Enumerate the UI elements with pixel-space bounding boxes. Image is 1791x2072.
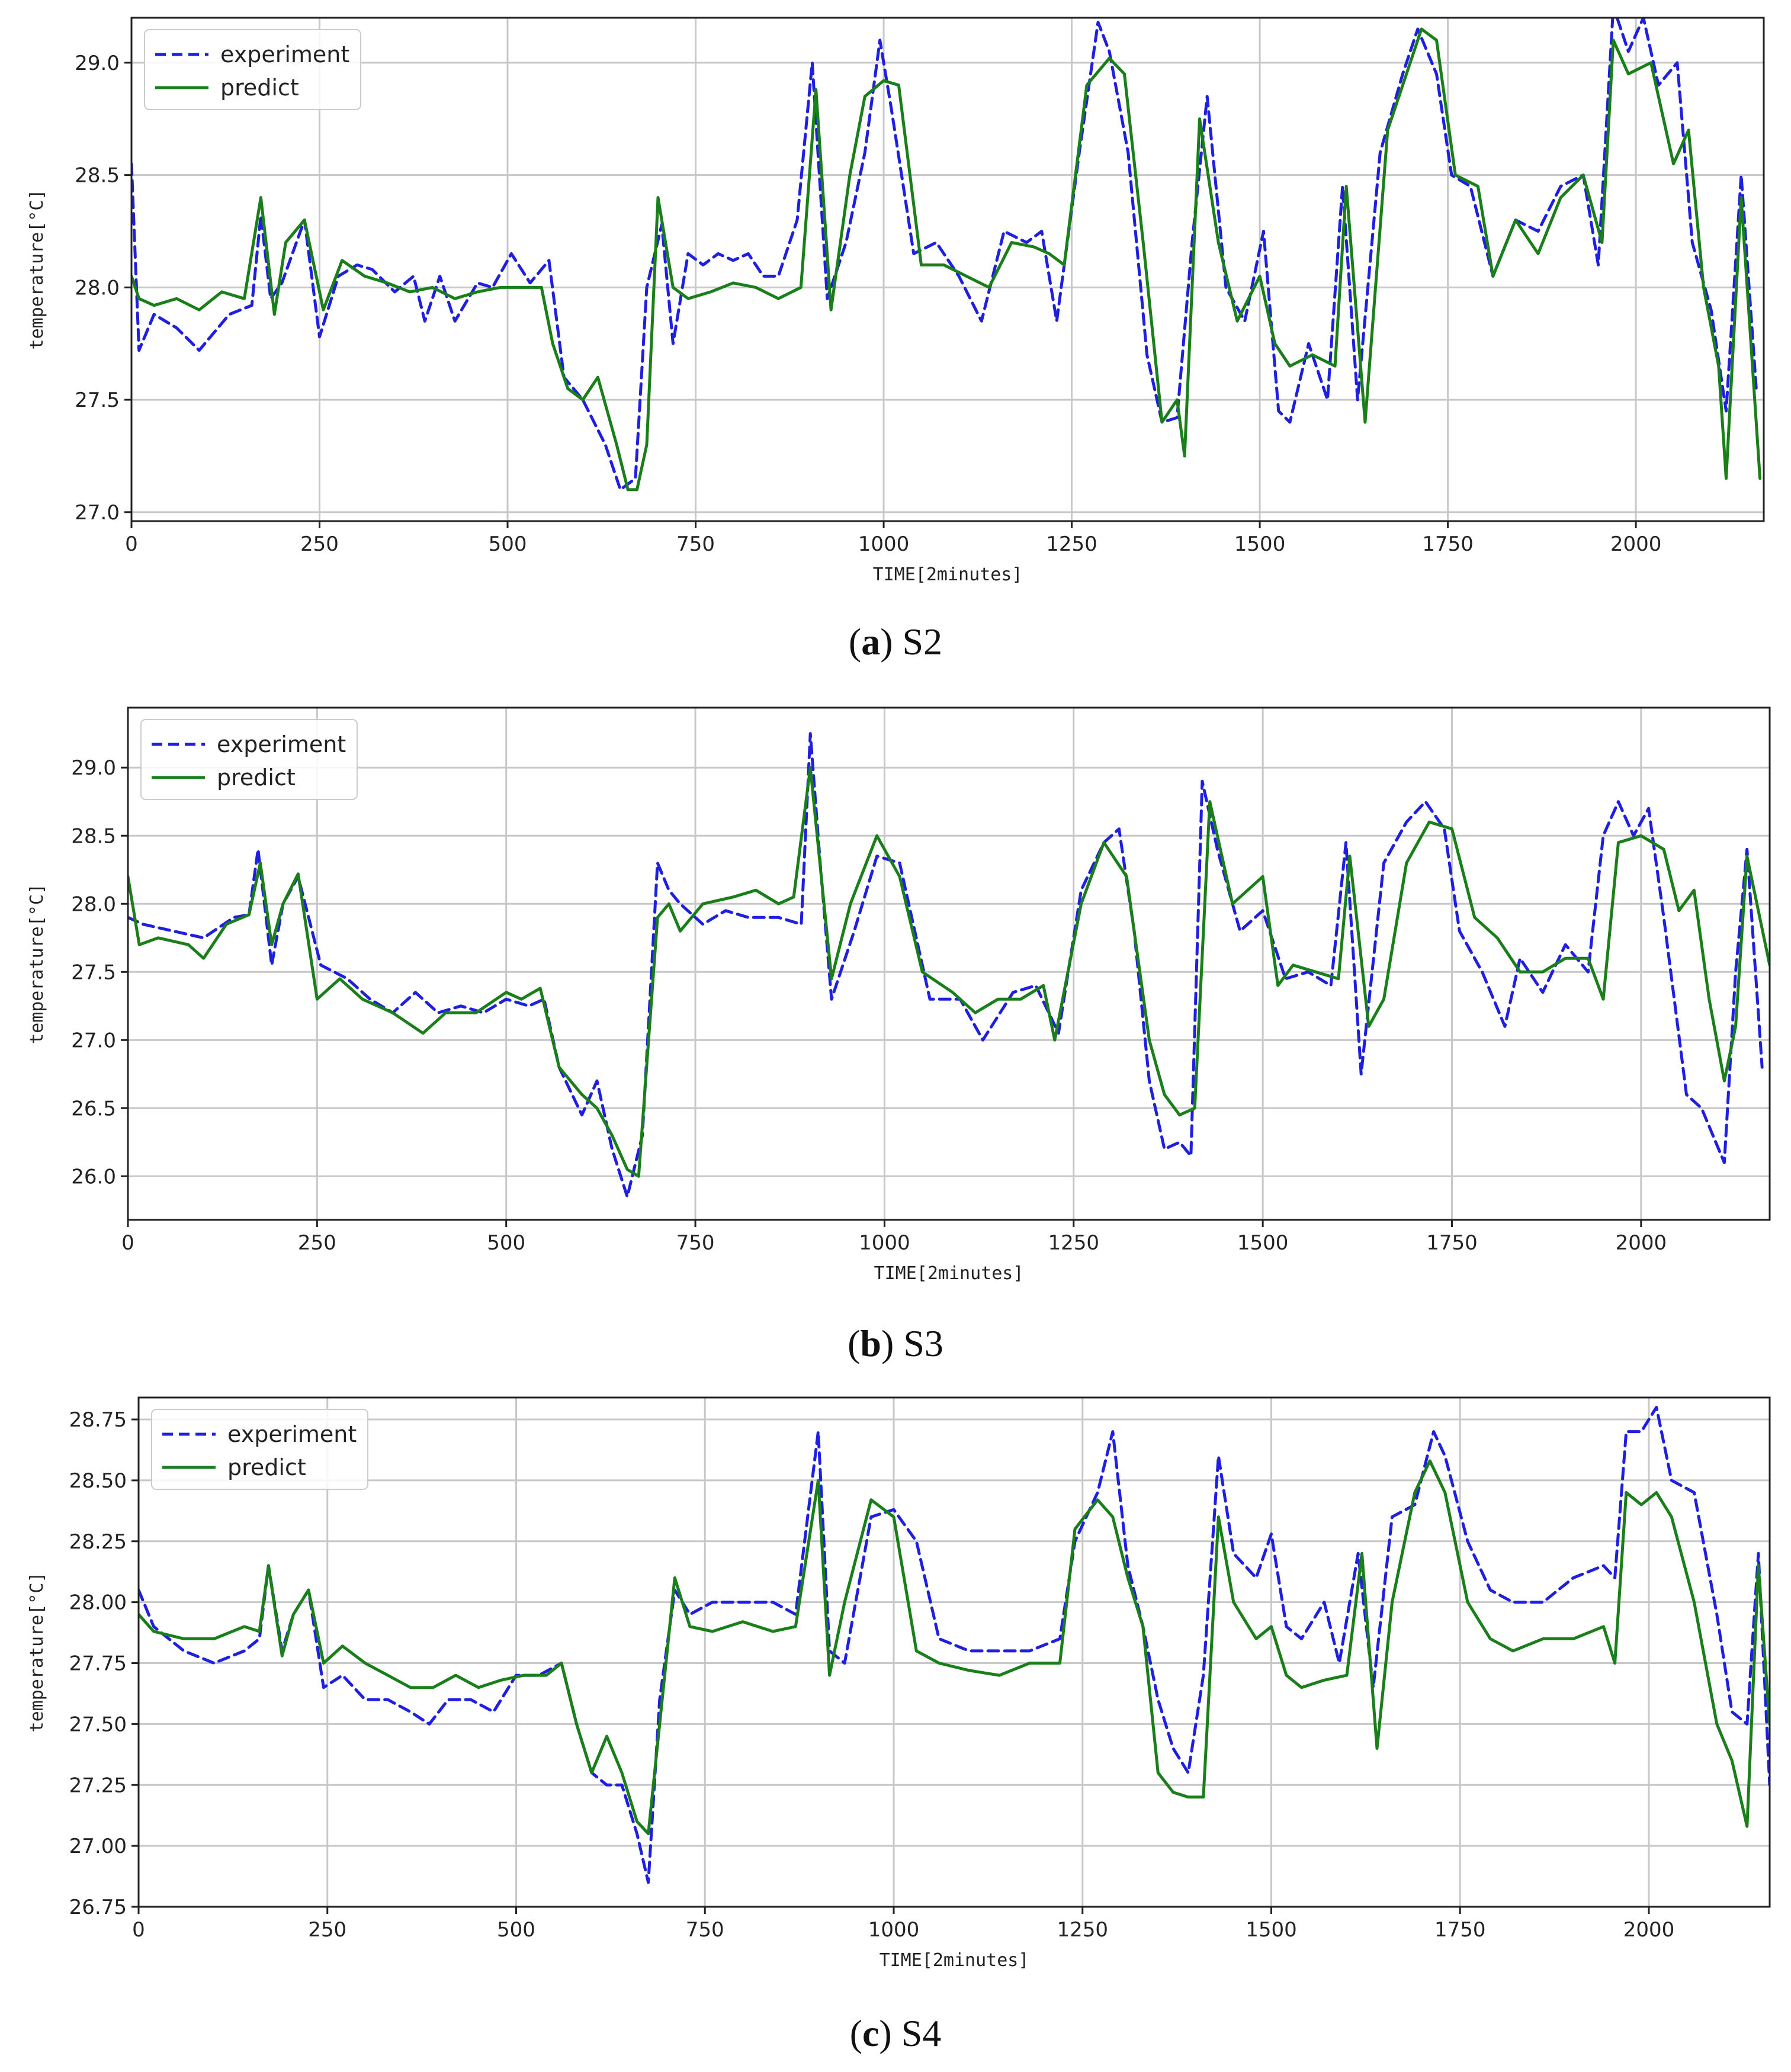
x-tick-label: 750	[686, 1918, 724, 1942]
caption-paren-open: (	[848, 1322, 860, 1364]
y-tick-label: 27.5	[71, 960, 116, 984]
x-tick-label: 1000	[859, 1231, 910, 1255]
y-axis-title: temperature[°C]	[27, 1572, 47, 1733]
y-tick-label: 29.0	[71, 756, 116, 780]
caption-letter: a	[861, 621, 880, 663]
y-tick-label: 28.00	[69, 1591, 127, 1615]
x-tick-label: 1000	[868, 1918, 920, 1942]
chart-panel-c: 0 250 500 750 1000 1250 1500 1750 2000 26.75 27.00…	[27, 1396, 1771, 2054]
x-tick-label: 1250	[1048, 1231, 1100, 1255]
plot-frame	[137, 1396, 1771, 1908]
x-tick-label: 1000	[858, 532, 910, 556]
x-tick-label: 0	[125, 532, 138, 556]
x-tick-label: 500	[487, 1231, 525, 1255]
legend-label-experiment: experiment	[227, 1421, 357, 1447]
caption-text: S3	[903, 1322, 943, 1364]
x-tick-label: 250	[308, 1918, 346, 1942]
x-tick-label: 1250	[1046, 532, 1097, 556]
chart-panel-a: 0 250 500 750 1000 1250 1500 1750 2000 27.0 27.5 28…	[27, 17, 1765, 663]
y-tick-label: 28.0	[71, 892, 116, 916]
x-tick-label: 1500	[1246, 1918, 1297, 1942]
y-tick-label: 27.0	[71, 1029, 116, 1052]
caption-letter: c	[862, 2012, 879, 2054]
series-line-predict	[128, 766, 1770, 1178]
legend-box	[151, 1409, 368, 1490]
legend-label-predict: predict	[220, 75, 299, 101]
series-line-experiment	[131, 18, 1758, 492]
legend-label-predict: predict	[217, 764, 296, 791]
y-tick-label: 28.75	[69, 1408, 127, 1432]
plot-frame	[127, 706, 1771, 1221]
x-tick-label: 1500	[1234, 532, 1286, 556]
x-tick-label: 1250	[1057, 1918, 1108, 1942]
x-tick-label: 1750	[1434, 1918, 1486, 1942]
caption-paren-open: (	[849, 621, 861, 663]
y-tick-label: 27.00	[69, 1835, 127, 1858]
y-tick-label: 28.0	[75, 276, 120, 300]
caption-paren-close: )	[881, 1322, 903, 1364]
y-tick-label: 28.50	[69, 1469, 127, 1493]
x-tick-label: 250	[300, 532, 339, 556]
x-tick-label: 750	[676, 532, 715, 556]
x-tick-label: 0	[121, 1231, 134, 1255]
y-tick-label: 29.0	[75, 52, 120, 75]
y-tick-label: 27.50	[69, 1713, 127, 1736]
y-tick-label: 28.5	[71, 824, 116, 848]
x-tick-label: 2000	[1610, 532, 1662, 556]
panel-caption: (a) S2	[849, 621, 942, 663]
legend-box	[140, 719, 358, 800]
y-tick-label: 26.0	[71, 1165, 116, 1188]
chart-panel-b: 0 250 500 750 1000 1250 1500 1750 2000 26.0 26.5 27…	[27, 706, 1771, 1364]
series-line-experiment	[139, 1406, 1770, 1884]
x-tick-label: 1500	[1237, 1231, 1289, 1255]
y-tick-label: 28.25	[69, 1530, 127, 1554]
panel-caption: (c) S4	[850, 2012, 942, 2054]
x-tick-label: 1750	[1426, 1231, 1478, 1255]
y-tick-label: 26.5	[71, 1097, 116, 1120]
x-tick-label: 500	[489, 532, 527, 556]
x-tick-label: 500	[497, 1918, 535, 1942]
x-tick-label: 750	[676, 1231, 715, 1255]
y-tick-label: 27.75	[69, 1652, 127, 1676]
x-axis-title: TIME[2minutes]	[873, 564, 1023, 585]
series-line-predict	[131, 27, 1762, 492]
x-axis-title: TIME[2minutes]	[880, 1950, 1029, 1971]
y-tick-label: 28.5	[75, 164, 120, 188]
x-tick-label: 250	[298, 1231, 336, 1255]
y-tick-label: 27.25	[69, 1774, 127, 1797]
legend-label-predict: predict	[227, 1454, 306, 1480]
y-tick-label: 27.5	[75, 388, 120, 412]
caption-paren-open: (	[850, 2012, 862, 2054]
legend-label-experiment: experiment	[220, 41, 349, 68]
series-line-predict	[139, 1459, 1770, 1836]
y-axis-title: temperature[°C]	[27, 189, 47, 350]
caption-text: S2	[903, 621, 943, 663]
x-axis-title: TIME[2minutes]	[874, 1263, 1024, 1284]
legend-box	[144, 29, 361, 110]
y-tick-label: 26.75	[69, 1896, 127, 1919]
caption-paren-close: )	[880, 621, 902, 663]
x-tick-label: 0	[132, 1918, 145, 1942]
panel-caption: (b) S3	[848, 1322, 943, 1364]
y-axis-title: temperature[°C]	[27, 884, 47, 1044]
y-tick-label: 27.0	[75, 501, 120, 525]
x-tick-label: 1750	[1422, 532, 1474, 556]
legend-label-experiment: experiment	[217, 731, 346, 757]
x-tick-label: 2000	[1623, 1918, 1675, 1942]
caption-paren-close: )	[879, 2012, 901, 2054]
caption-letter: b	[860, 1322, 881, 1364]
plot-frame	[130, 17, 1765, 522]
x-tick-label: 2000	[1616, 1231, 1667, 1255]
caption-text: S4	[901, 2012, 942, 2054]
